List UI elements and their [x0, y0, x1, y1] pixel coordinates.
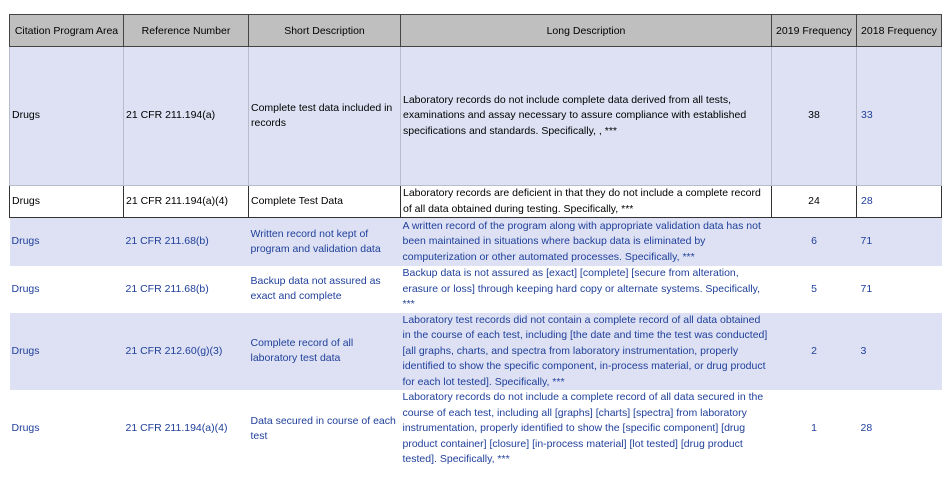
short-description: Written record not kept of program and v… — [248, 217, 401, 266]
frequency-2019: 24 — [771, 185, 857, 218]
column-header: 2019 Frequency — [771, 14, 857, 47]
column-header: 2018 Frequency — [856, 14, 942, 47]
frequency-2018: 33 — [856, 46, 942, 186]
frequency-2018: 71 — [856, 217, 942, 266]
program-area: Drugs — [9, 217, 124, 266]
table-row: Drugs 21 CFR 211.194(a)(4) Complete Test D… — [9, 185, 942, 218]
short-description: Backup data not assured as exact and com… — [250, 274, 381, 303]
program-area: Drugs — [11, 422, 40, 435]
column-header: Long Description — [400, 14, 772, 47]
frequency-2018: 28 — [856, 185, 942, 218]
column-header: Reference Number — [123, 14, 249, 47]
long-description: Laboratory records are deficient in that… — [400, 185, 772, 218]
program-area: Drugs — [9, 312, 124, 390]
reference-number: 21 CFR 211.194(a) — [123, 46, 249, 186]
long-description: Backup data is not assured as [exact] [c… — [402, 267, 761, 310]
long-description: Laboratory records do not include comple… — [400, 46, 772, 186]
short-description: Data secured in course of each test — [250, 414, 396, 443]
frequency-2019: 6 — [771, 217, 857, 266]
citation-table: Citation Program Area Reference Number Sho… — [9, 14, 942, 468]
frequency-2019: 1 — [811, 422, 817, 435]
long-description: A written record of the program along wi… — [400, 217, 772, 266]
frequency-2018: 3 — [856, 312, 942, 390]
frequency-2019: 2 — [771, 312, 857, 390]
short-description: Complete record of all laboratory test d… — [248, 312, 401, 390]
frequency-2019: 5 — [811, 282, 817, 295]
frequency-2018: 71 — [860, 282, 873, 295]
short-description: Complete Test Data — [248, 185, 401, 218]
long-description: Laboratory test records did not contain … — [400, 312, 772, 390]
table-body: Drugs 21 CFR 211.194(a) Complete test data… — [9, 46, 942, 469]
table-row: Drugs 21 CFR 211.194(a) Complete test data… — [9, 46, 942, 186]
table-row: Drugs 21 CFR 211.194(a)(4) Data secured in… — [10, 390, 942, 468]
table-row: Drugs 21 CFR 211.68(b) Backup data not ass… — [10, 266, 942, 313]
column-header: Short Description — [248, 14, 401, 47]
reference-number: 21 CFR 211.194(a)(4) — [123, 185, 249, 218]
column-header: Citation Program Area — [9, 14, 124, 47]
frequency-2019: 38 — [771, 46, 857, 186]
reference-number: 21 CFR 212.60(g)(3) — [123, 312, 249, 390]
reference-number: 21 CFR 211.194(a)(4) — [125, 422, 228, 435]
reference-number: 21 CFR 211.68(b) — [125, 282, 209, 295]
reference-number: 21 CFR 211.68(b) — [123, 217, 249, 266]
long-description: Laboratory records do not include a comp… — [402, 391, 764, 466]
table-row: Drugs 21 CFR 212.60(g)(3) Complete record … — [9, 312, 942, 390]
table-row: Drugs 21 CFR 211.68(b) Written record not … — [9, 217, 942, 266]
program-area: Drugs — [9, 185, 124, 218]
frequency-2018: 28 — [860, 422, 873, 435]
program-area: Drugs — [11, 282, 40, 295]
header-row: Citation Program Area Reference Number Sho… — [9, 14, 942, 47]
program-area: Drugs — [9, 46, 124, 186]
short-description: Complete test data included in records — [248, 46, 401, 186]
